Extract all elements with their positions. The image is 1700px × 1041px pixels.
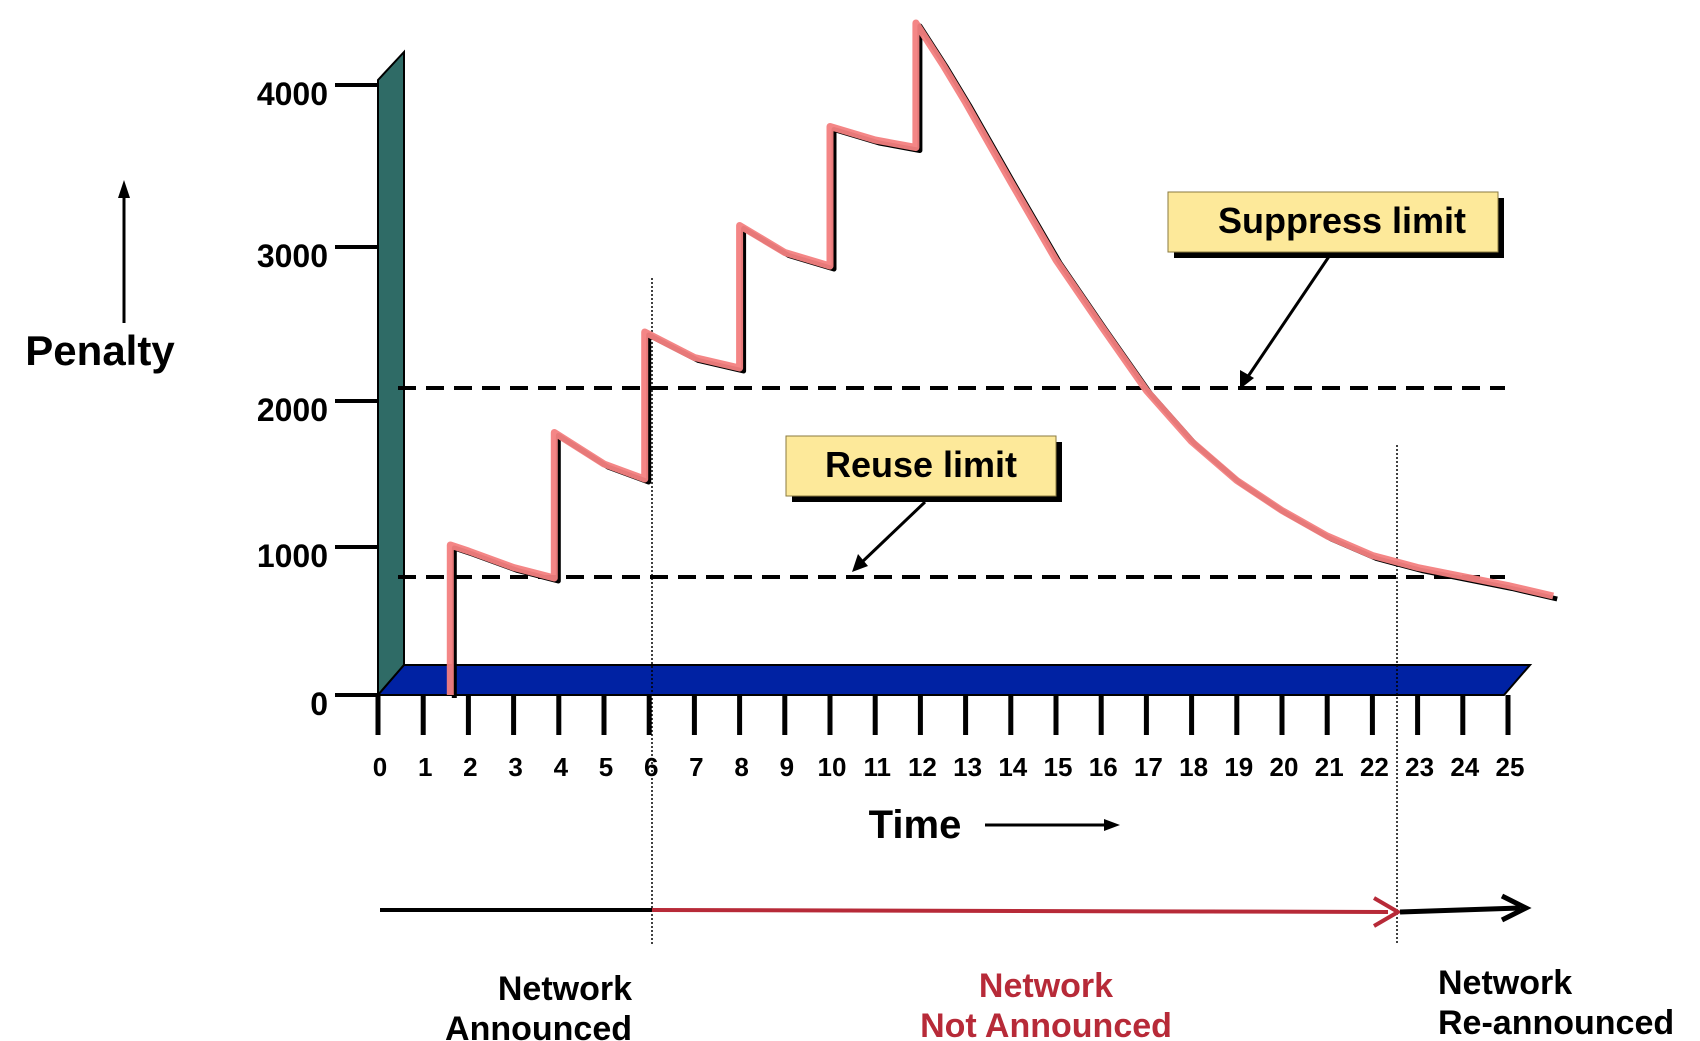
threshold-lines — [398, 386, 1505, 579]
x-tick-label: 14 — [998, 752, 1027, 782]
x-axis-ticks: 0 1 2 3 4 5 6 7 8 9 10 11 12 13 14 15 16 17 18 19 20 21 22 23 24… — [373, 695, 1525, 782]
x-tick-label: 12 — [908, 752, 937, 782]
x-tick-label: 9 — [780, 752, 794, 782]
svg-text:Network: Network — [498, 970, 632, 1008]
y-tick-label: 3000 — [257, 238, 328, 274]
x-tick-label: 10 — [818, 752, 847, 782]
x-tick-label: 25 — [1496, 752, 1525, 782]
y-tick-label: 4000 — [257, 76, 328, 112]
not-announced-phase-arrow — [651, 908, 1389, 914]
penalty-curve-outline — [451, 23, 1558, 698]
x-tick-label: 5 — [599, 752, 613, 782]
suppress-limit-label: Suppress limit — [1218, 200, 1466, 241]
not-announced-arrowhead — [1372, 896, 1402, 928]
chart-floor — [375, 664, 1533, 696]
y-tick-label: 2000 — [257, 392, 328, 428]
y-axis-title: Penalty — [25, 327, 175, 374]
x-axis-title: Time — [869, 803, 962, 847]
x-tick-label: 23 — [1405, 752, 1434, 782]
svg-text:Network: Network — [979, 967, 1113, 1005]
x-tick-label: 20 — [1270, 752, 1299, 782]
x-tick-label: 17 — [1134, 752, 1163, 782]
suppress-limit-callout: Suppress limit — [1167, 191, 1504, 389]
x-tick-label: 13 — [953, 752, 982, 782]
x-tick-label: 3 — [508, 752, 522, 782]
chart-back-wall — [377, 49, 405, 698]
phase-boundary-lines — [651, 278, 1398, 945]
y-tick-label: 1000 — [257, 538, 328, 574]
x-tick-label: 24 — [1450, 752, 1479, 782]
y-tick-label: 0 — [310, 686, 328, 722]
x-tick-label: 22 — [1360, 752, 1389, 782]
reuse-limit-label: Reuse limit — [825, 444, 1017, 485]
not-announced-phase-label: Network Not Announced — [920, 967, 1172, 1041]
reannounced-phase-label: Network Re-announced — [1438, 964, 1674, 1041]
x-tick-label: 1 — [418, 752, 432, 782]
y-axis-ticks: 0 1000 2000 3000 4000 — [257, 76, 378, 722]
svg-text:Re-announced: Re-announced — [1438, 1004, 1674, 1041]
reannounced-arrowhead — [1500, 893, 1532, 923]
svg-text:Network: Network — [1438, 964, 1572, 1002]
reuse-limit-callout: Reuse limit — [785, 435, 1062, 572]
svg-text:Not Announced: Not Announced — [920, 1007, 1172, 1041]
reannounced-phase-arrow — [1399, 905, 1521, 915]
x-tick-label: 0 — [373, 752, 387, 782]
x-tick-label: 18 — [1179, 752, 1208, 782]
x-tick-label: 4 — [554, 752, 569, 782]
x-tick-label: 7 — [689, 752, 703, 782]
x-tick-label: 15 — [1044, 752, 1073, 782]
x-tick-label: 11 — [863, 752, 891, 782]
announced-phase-label: Network Announced — [445, 970, 632, 1041]
x-axis-arrowhead — [1104, 819, 1120, 831]
x-tick-label: 2 — [463, 752, 477, 782]
y-axis-arrowhead — [118, 180, 130, 198]
penalty-curve — [446, 19, 1554, 695]
x-tick-label: 16 — [1089, 752, 1118, 782]
x-tick-label: 19 — [1224, 752, 1253, 782]
x-tick-label: 21 — [1315, 752, 1344, 782]
svg-text:Announced: Announced — [445, 1010, 632, 1041]
x-tick-label: 6 — [644, 752, 658, 782]
x-tick-label: 8 — [734, 752, 748, 782]
